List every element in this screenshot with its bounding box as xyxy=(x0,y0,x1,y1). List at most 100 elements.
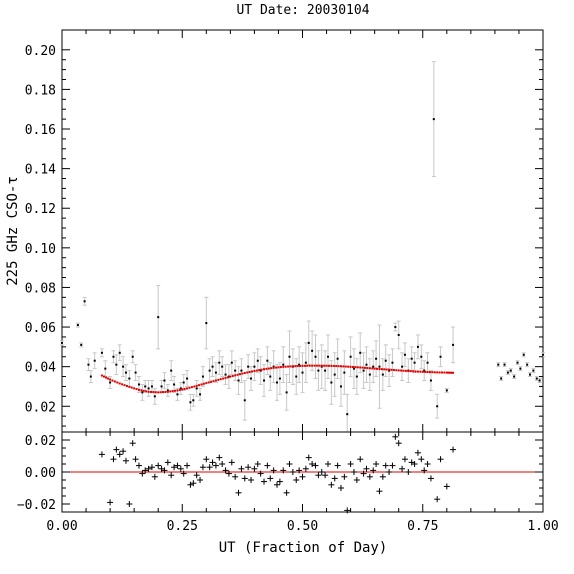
fit-point xyxy=(308,364,311,367)
data-point xyxy=(122,365,125,368)
residual-cross xyxy=(418,456,425,463)
fit-point xyxy=(373,367,376,370)
residual-cross xyxy=(135,462,142,469)
data-point xyxy=(381,373,384,376)
fit-point xyxy=(258,369,261,372)
data-point xyxy=(359,351,362,354)
data-point xyxy=(80,343,83,346)
data-point xyxy=(118,351,121,354)
fit-point xyxy=(397,369,400,372)
fit-point xyxy=(330,364,333,367)
fit-point xyxy=(198,384,201,387)
fit-point xyxy=(243,371,246,374)
fit-point xyxy=(207,381,210,384)
x-axis-label: UT (Fraction of Day) xyxy=(219,540,388,556)
fit-point xyxy=(347,365,350,368)
residual-cross xyxy=(113,446,120,453)
fit-point xyxy=(176,389,179,392)
data-point xyxy=(240,369,243,372)
data-point xyxy=(144,385,147,388)
fit-point xyxy=(376,367,379,370)
fit-point xyxy=(162,391,165,394)
data-point xyxy=(87,363,90,366)
data-point xyxy=(247,365,250,368)
residual-cross xyxy=(309,461,316,467)
data-point xyxy=(112,355,115,358)
residual-cross xyxy=(180,470,187,477)
residual-cross xyxy=(276,478,283,485)
residual-cross xyxy=(421,467,428,474)
data-point xyxy=(131,355,134,358)
residual-cross xyxy=(389,462,396,469)
fit-point xyxy=(400,369,403,372)
fit-point xyxy=(294,365,297,368)
data-point xyxy=(394,326,397,329)
data-point xyxy=(272,365,275,368)
residual-cross xyxy=(209,459,216,466)
data-point xyxy=(285,391,288,394)
fit-point xyxy=(416,370,419,373)
residual-cross xyxy=(225,470,232,477)
data-point xyxy=(317,369,320,372)
fit-point xyxy=(236,373,239,376)
fit-point xyxy=(323,364,326,367)
fit-point xyxy=(299,364,302,367)
residual-cross xyxy=(241,475,248,482)
fit-point xyxy=(443,371,446,374)
fit-point xyxy=(111,379,114,382)
y-axis-label: 225 GHz CSO-τ xyxy=(5,176,21,286)
fit-point xyxy=(190,386,193,389)
fit-point xyxy=(352,365,355,368)
data-point xyxy=(166,389,169,392)
fit-point xyxy=(123,384,126,387)
x-tick-labels: 0.00 0.25 0.50 0.75 1.00 xyxy=(46,519,558,534)
data-point xyxy=(497,363,500,366)
data-point xyxy=(311,349,314,352)
data-point xyxy=(195,387,198,390)
fit-point xyxy=(130,386,133,389)
residual-cross xyxy=(116,451,123,458)
residual-cross xyxy=(122,457,129,464)
residual-cross xyxy=(270,467,277,474)
fit-point xyxy=(149,390,152,393)
fit-point xyxy=(145,390,148,393)
data-point xyxy=(266,359,269,362)
residual-cross xyxy=(212,462,219,469)
data-point xyxy=(333,373,336,376)
residual-cross xyxy=(299,473,306,480)
residual-cross xyxy=(254,461,261,467)
data-point xyxy=(128,377,131,380)
data-point xyxy=(532,369,535,372)
fit-point xyxy=(332,364,335,367)
residual-cross xyxy=(434,496,441,503)
residual-cross xyxy=(274,481,281,488)
fit-point xyxy=(402,369,405,372)
data-point xyxy=(519,367,522,370)
fit-point xyxy=(133,387,136,390)
data-point xyxy=(324,369,327,372)
fit-point xyxy=(219,378,222,381)
fit-point xyxy=(428,371,431,374)
data-point xyxy=(516,361,519,364)
fit-point xyxy=(287,365,290,368)
fit-point xyxy=(296,365,299,368)
fit-point xyxy=(303,364,306,367)
data-point xyxy=(314,355,317,358)
fit-point xyxy=(113,380,116,383)
data-point xyxy=(179,387,182,390)
data-point xyxy=(269,375,272,378)
y-tick-label: 0.02 xyxy=(25,400,56,415)
residual-cross xyxy=(98,451,105,458)
data-point xyxy=(134,371,137,374)
data-point xyxy=(522,353,525,356)
fit-point xyxy=(125,385,128,388)
fit-point xyxy=(231,375,234,378)
data-point xyxy=(186,377,189,380)
data-point xyxy=(224,373,227,376)
residual-cross xyxy=(139,470,146,477)
residual-cross xyxy=(148,464,155,471)
data-point xyxy=(391,361,394,364)
y-tick-label: 0.06 xyxy=(25,321,56,336)
residual-cross xyxy=(251,465,258,472)
